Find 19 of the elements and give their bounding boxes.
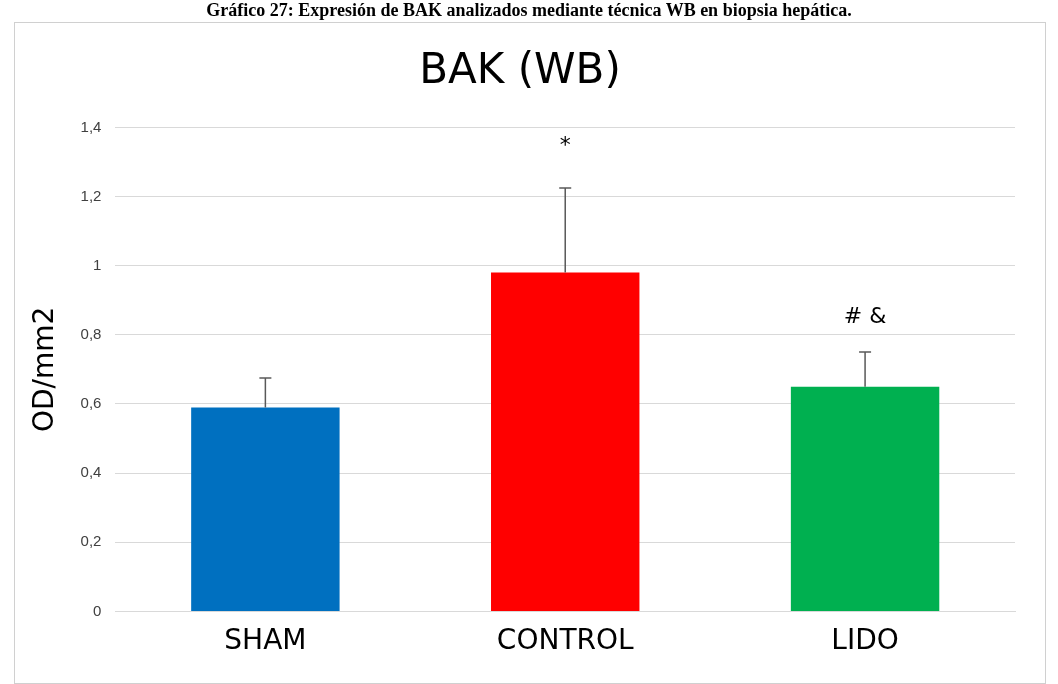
text: Gráfico 27: Expresión de BAK analizados mediante técnica WB en biopsia hepática. (205, 0, 853, 22)
bar (790, 386, 940, 611)
annotation: * (559, 131, 571, 157)
y-tick-label: 0,4 (80, 463, 102, 481)
x-tick-label: SHAM (224, 623, 307, 657)
y-tick-label: 0 (93, 601, 102, 619)
y-tick-label: 0,2 (80, 532, 102, 550)
x-tick-label: LIDO (831, 623, 899, 657)
y-tick-label: 1 (93, 255, 102, 273)
chart-title: BAK (WB) (419, 44, 621, 94)
y-tick-label: 0,8 (80, 324, 102, 342)
y-tick-label: 0,6 (80, 394, 102, 412)
annotation: # & (843, 302, 887, 328)
x-tick-label: CONTROL (496, 623, 634, 657)
bar (191, 407, 340, 611)
y-axis-title: OD/mm2 (27, 306, 61, 433)
y-tick-label: 1,4 (80, 117, 102, 135)
y-tick-label: 1,2 (80, 186, 102, 204)
bar (491, 272, 640, 611)
